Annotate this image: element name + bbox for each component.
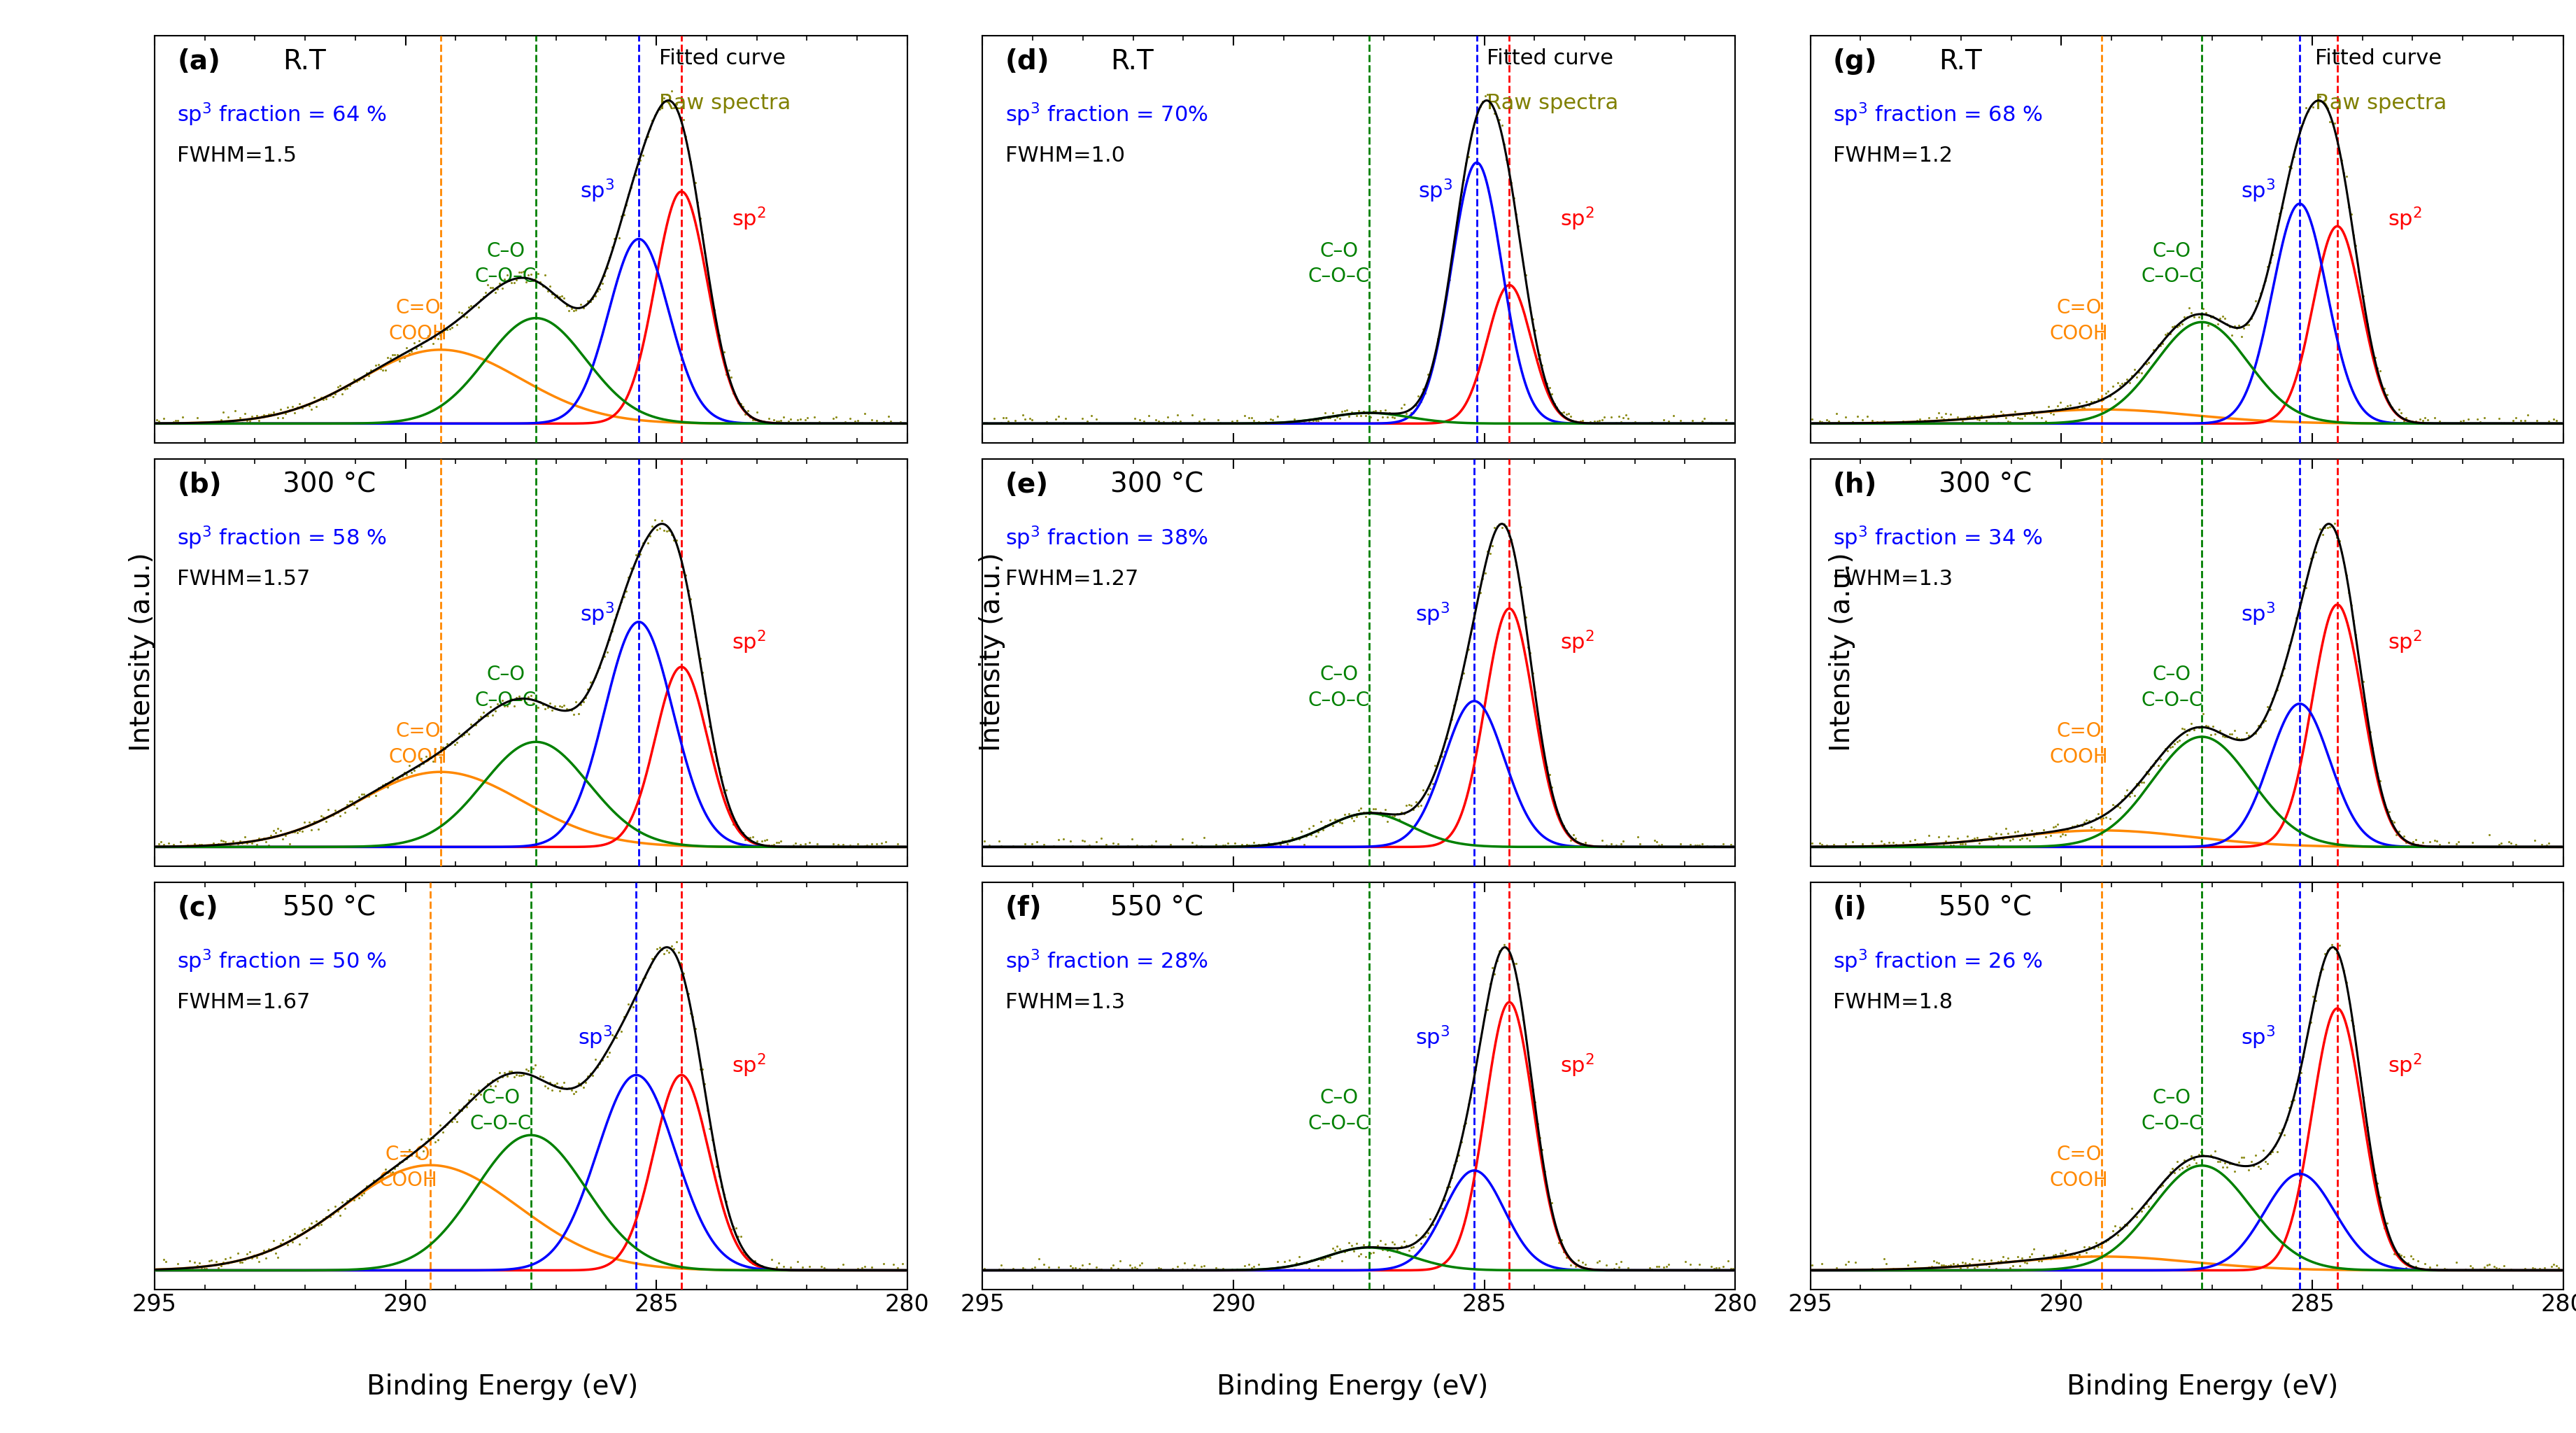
Text: 550 °C: 550 °C bbox=[1937, 894, 2032, 921]
Text: Fitted curve: Fitted curve bbox=[2316, 49, 2442, 69]
Text: C–O
C–O–C: C–O C–O–C bbox=[1309, 1088, 1370, 1134]
Text: C=O
COOH: C=O COOH bbox=[2050, 298, 2107, 344]
Text: C–O
C–O–C: C–O C–O–C bbox=[2141, 1088, 2202, 1134]
Text: C=O
COOH: C=O COOH bbox=[389, 721, 448, 767]
Text: sp$^3$ fraction = 38%: sp$^3$ fraction = 38% bbox=[1005, 524, 1208, 552]
Text: 300 °C: 300 °C bbox=[1937, 471, 2032, 499]
Text: C=O
COOH: C=O COOH bbox=[2050, 1145, 2107, 1191]
Text: sp$^3$: sp$^3$ bbox=[577, 1023, 613, 1050]
Text: Binding Energy (eV): Binding Energy (eV) bbox=[2066, 1374, 2339, 1400]
Text: C–O
C–O–C: C–O C–O–C bbox=[474, 665, 536, 709]
Text: sp$^3$ fraction = 64 %: sp$^3$ fraction = 64 % bbox=[178, 100, 386, 128]
Text: sp$^3$: sp$^3$ bbox=[1417, 600, 1450, 628]
Text: FWHM=1.0: FWHM=1.0 bbox=[1005, 146, 1126, 166]
Text: sp$^2$: sp$^2$ bbox=[1561, 205, 1595, 232]
Text: sp$^3$: sp$^3$ bbox=[580, 178, 616, 203]
Text: sp$^2$: sp$^2$ bbox=[2388, 205, 2421, 232]
Text: sp$^3$ fraction = 68 %: sp$^3$ fraction = 68 % bbox=[1834, 100, 2043, 128]
Text: sp$^2$: sp$^2$ bbox=[732, 205, 765, 232]
Text: 550 °C: 550 °C bbox=[283, 894, 376, 921]
Text: 550 °C: 550 °C bbox=[1110, 894, 1203, 921]
Text: sp$^3$: sp$^3$ bbox=[1417, 1023, 1450, 1050]
Text: sp$^3$: sp$^3$ bbox=[580, 600, 616, 628]
Text: sp$^3$ fraction = 50 %: sp$^3$ fraction = 50 % bbox=[178, 947, 386, 974]
Text: sp$^3$ fraction = 34 %: sp$^3$ fraction = 34 % bbox=[1834, 524, 2043, 552]
Text: C=O
COOH: C=O COOH bbox=[389, 298, 448, 344]
Text: 300 °C: 300 °C bbox=[1110, 471, 1203, 499]
Text: (i): (i) bbox=[1834, 894, 1868, 921]
Text: C–O
C–O–C: C–O C–O–C bbox=[474, 241, 536, 287]
Text: FWHM=1.2: FWHM=1.2 bbox=[1834, 146, 1953, 166]
Text: sp$^2$: sp$^2$ bbox=[732, 1052, 765, 1079]
Text: Binding Energy (eV): Binding Energy (eV) bbox=[366, 1374, 639, 1400]
Text: sp$^3$ fraction = 70%: sp$^3$ fraction = 70% bbox=[1005, 100, 1208, 128]
Text: sp$^2$: sp$^2$ bbox=[1561, 629, 1595, 656]
Text: (a): (a) bbox=[178, 49, 222, 75]
Text: sp$^3$: sp$^3$ bbox=[2241, 1023, 2275, 1050]
Text: sp$^3$ fraction = 28%: sp$^3$ fraction = 28% bbox=[1005, 947, 1208, 974]
Text: FWHM=1.27: FWHM=1.27 bbox=[1005, 569, 1139, 589]
Text: C=O
COOH: C=O COOH bbox=[2050, 721, 2107, 767]
Text: C–O
C–O–C: C–O C–O–C bbox=[2141, 665, 2202, 709]
Text: Raw spectra: Raw spectra bbox=[2316, 93, 2447, 113]
Text: C=O
COOH: C=O COOH bbox=[379, 1145, 438, 1191]
Text: R.T: R.T bbox=[1110, 49, 1154, 75]
Text: sp$^2$: sp$^2$ bbox=[732, 629, 765, 656]
Text: Binding Energy (eV): Binding Energy (eV) bbox=[1216, 1374, 1489, 1400]
Text: Intensity (a.u.): Intensity (a.u.) bbox=[979, 553, 1005, 751]
Text: Raw spectra: Raw spectra bbox=[659, 93, 791, 113]
Text: Fitted curve: Fitted curve bbox=[1486, 49, 1613, 69]
Text: (e): (e) bbox=[1005, 471, 1048, 499]
Text: sp$^3$ fraction = 58 %: sp$^3$ fraction = 58 % bbox=[178, 524, 386, 552]
Text: sp$^2$: sp$^2$ bbox=[2388, 629, 2421, 656]
Text: C–O
C–O–C: C–O C–O–C bbox=[1309, 241, 1370, 287]
Text: C–O
C–O–C: C–O C–O–C bbox=[469, 1088, 531, 1134]
Text: sp$^2$: sp$^2$ bbox=[1561, 1052, 1595, 1079]
Text: (d): (d) bbox=[1005, 49, 1048, 75]
Text: C–O
C–O–C: C–O C–O–C bbox=[1309, 665, 1370, 709]
Text: (b): (b) bbox=[178, 471, 222, 499]
Text: sp$^3$ fraction = 26 %: sp$^3$ fraction = 26 % bbox=[1834, 947, 2043, 974]
Text: FWHM=1.5: FWHM=1.5 bbox=[178, 146, 296, 166]
Text: Raw spectra: Raw spectra bbox=[1486, 93, 1618, 113]
Text: sp$^2$: sp$^2$ bbox=[2388, 1052, 2421, 1079]
Text: FWHM=1.3: FWHM=1.3 bbox=[1834, 569, 1953, 589]
Text: Intensity (a.u.): Intensity (a.u.) bbox=[129, 553, 155, 751]
Text: Fitted curve: Fitted curve bbox=[659, 49, 786, 69]
Text: (h): (h) bbox=[1834, 471, 1878, 499]
Text: (c): (c) bbox=[178, 894, 219, 921]
Text: FWHM=1.67: FWHM=1.67 bbox=[178, 993, 309, 1013]
Text: C–O
C–O–C: C–O C–O–C bbox=[2141, 241, 2202, 287]
Text: R.T: R.T bbox=[283, 49, 325, 75]
Text: Intensity (a.u.): Intensity (a.u.) bbox=[1829, 553, 1855, 751]
Text: sp$^3$: sp$^3$ bbox=[1417, 178, 1453, 203]
Text: (g): (g) bbox=[1834, 49, 1878, 75]
Text: 300 °C: 300 °C bbox=[283, 471, 376, 499]
Text: FWHM=1.3: FWHM=1.3 bbox=[1005, 993, 1126, 1013]
Text: FWHM=1.8: FWHM=1.8 bbox=[1834, 993, 1953, 1013]
Text: sp$^3$: sp$^3$ bbox=[2241, 178, 2275, 203]
Text: R.T: R.T bbox=[1937, 49, 1981, 75]
Text: sp$^3$: sp$^3$ bbox=[2241, 600, 2275, 628]
Text: (f): (f) bbox=[1005, 894, 1041, 921]
Text: FWHM=1.57: FWHM=1.57 bbox=[178, 569, 309, 589]
